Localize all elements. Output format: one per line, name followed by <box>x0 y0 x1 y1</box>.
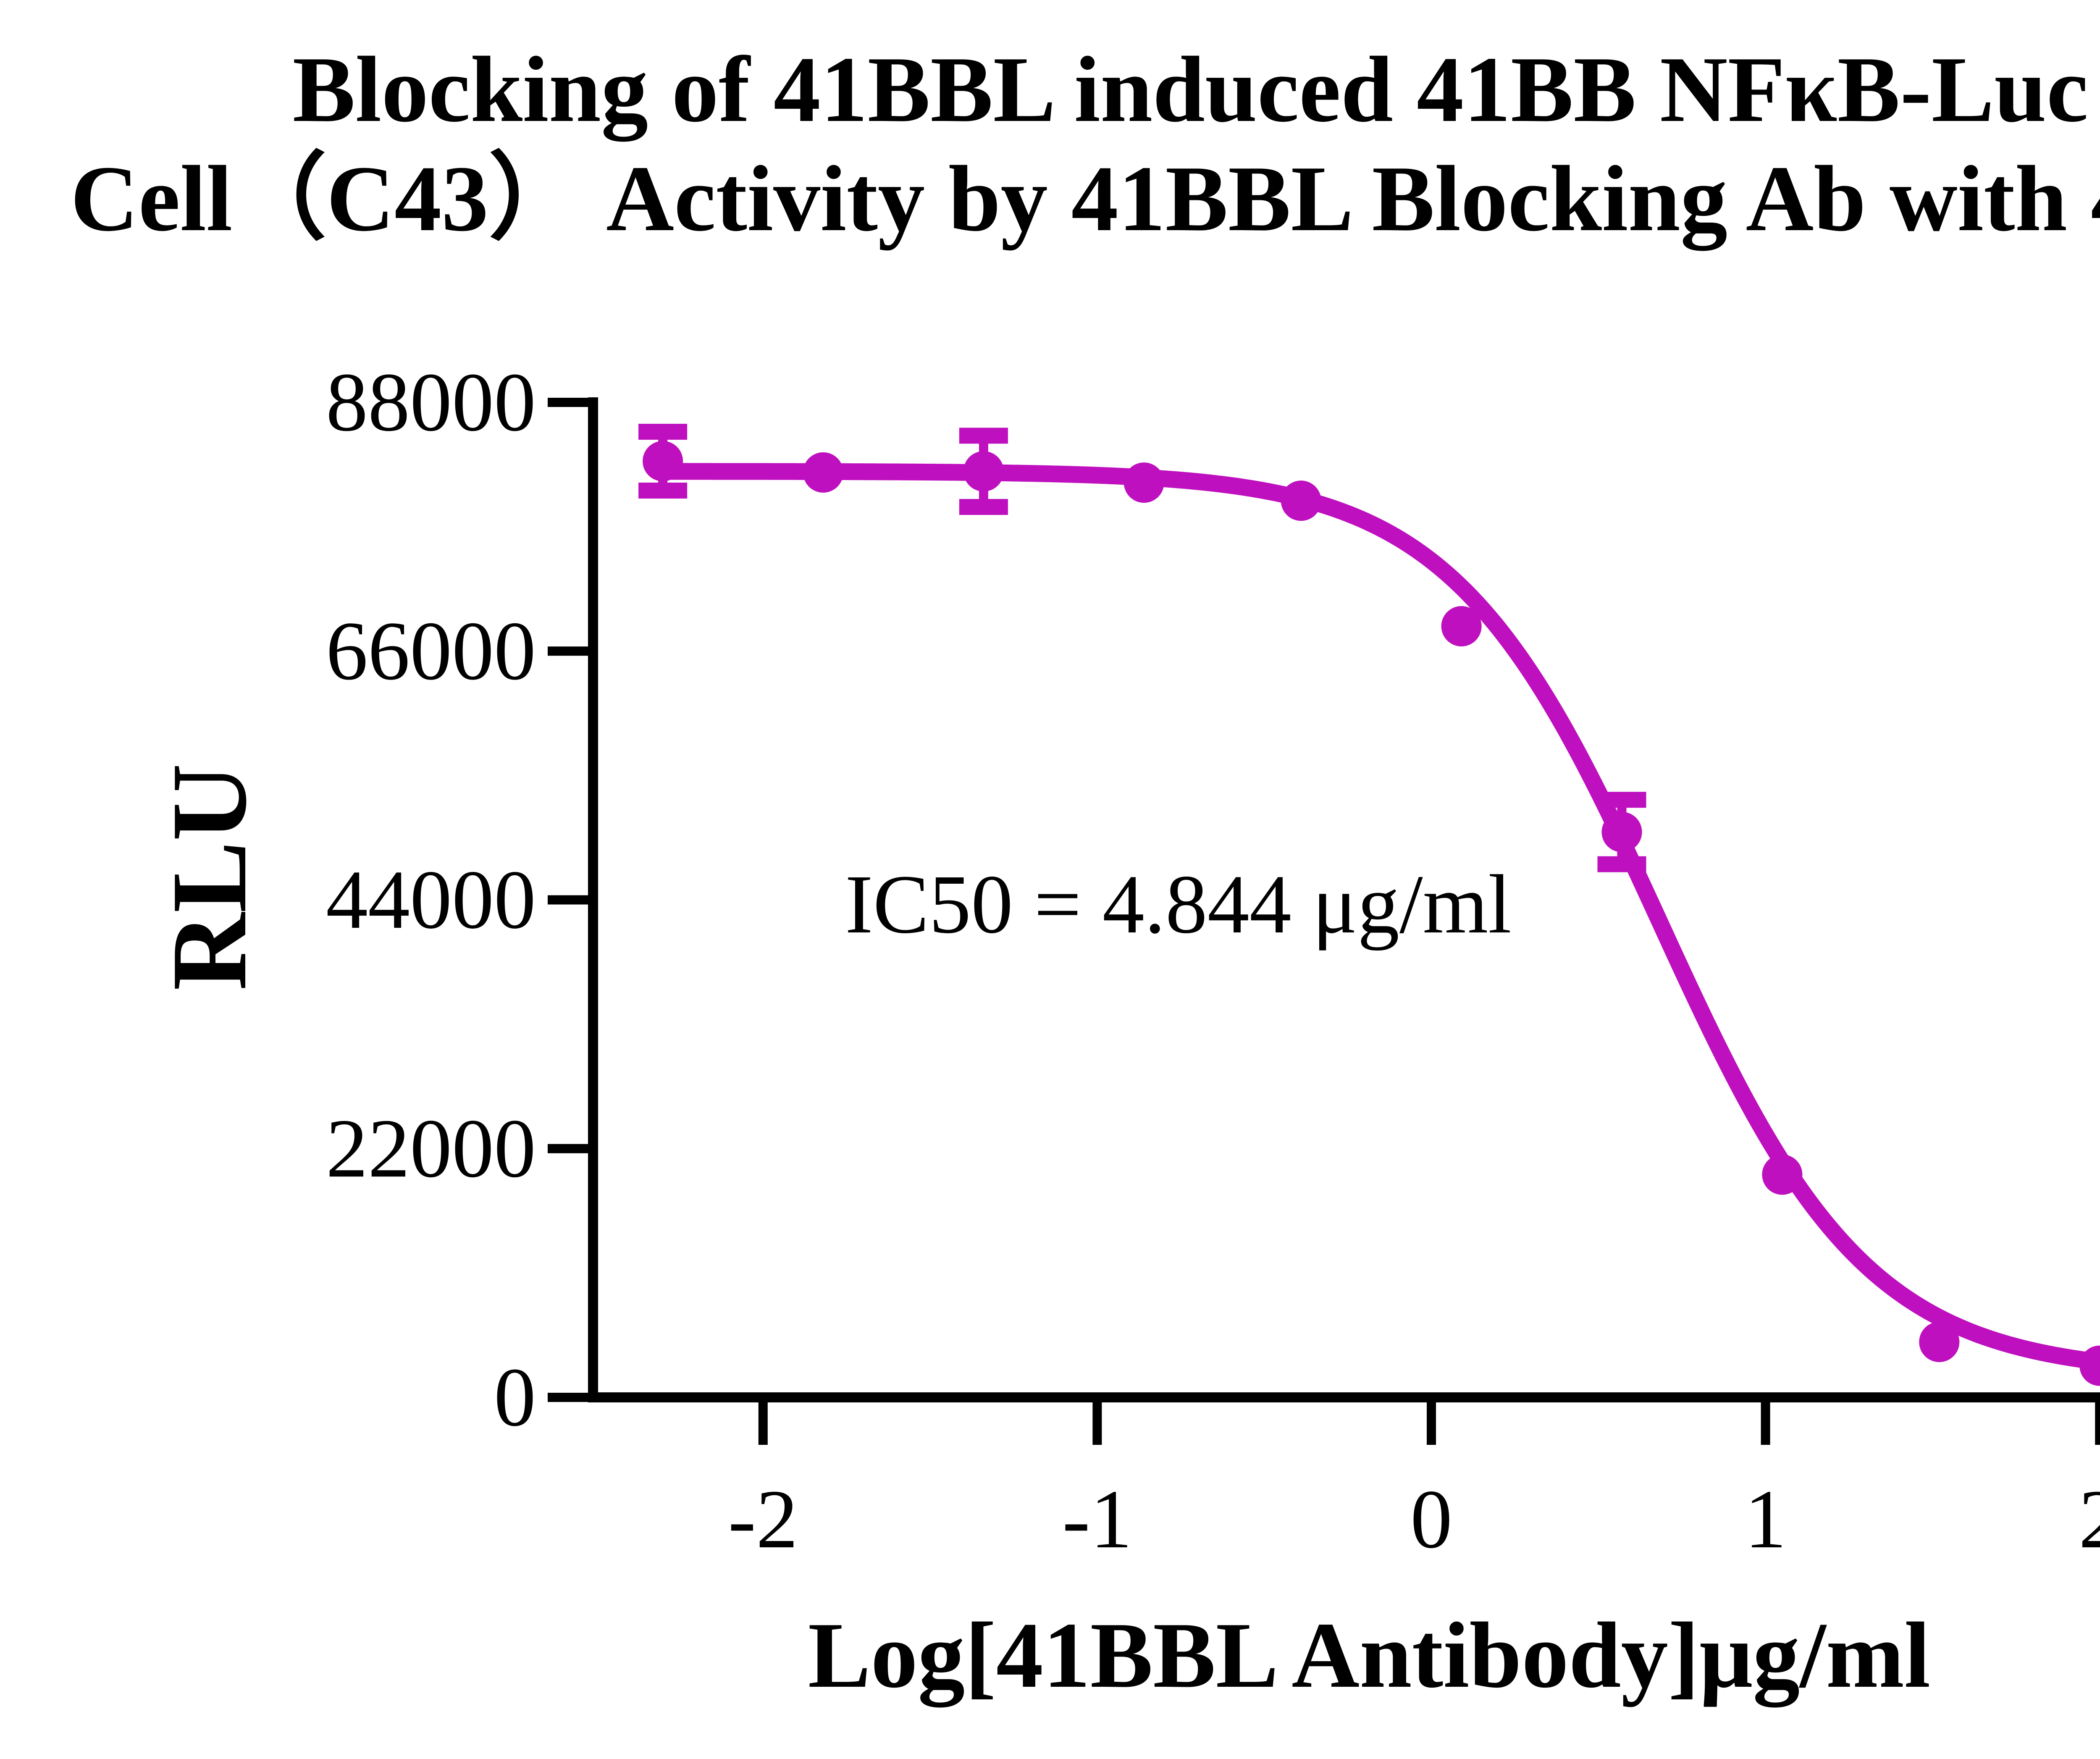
data-point <box>643 441 683 481</box>
y-tick-label: 22000 <box>326 1102 536 1195</box>
x-axis-title: Log[41BBL Antibody]μg/ml <box>808 1603 1930 1708</box>
x-tick-label: 0 <box>1410 1473 1452 1566</box>
y-tick-label: 0 <box>494 1351 536 1444</box>
chart-title-line2: Cell（C43） Activity by 41BBL Blocking Ab … <box>70 147 2100 252</box>
y-tick-label: 44000 <box>326 853 536 946</box>
data-point <box>1281 480 1321 521</box>
data-point <box>1762 1154 1803 1195</box>
data-point <box>1919 1322 1960 1363</box>
data-point <box>1124 462 1164 503</box>
data-point <box>803 452 844 493</box>
x-tick-label: -2 <box>728 1473 798 1566</box>
y-axis-title: RLU <box>150 764 269 991</box>
y-tick-label: 66000 <box>326 605 536 698</box>
chart-axes: 0 22000 44000 66000 88000 -2 -1 0 1 2 <box>326 356 2100 1566</box>
x-tick-label: 2 <box>2079 1473 2100 1566</box>
x-tick-label: 1 <box>1745 1473 1787 1566</box>
chart-title-line1: Blocking of 41BBL induced 41BB NFκB-Luc … <box>292 39 2100 143</box>
chart-plot <box>638 423 2100 1386</box>
data-point <box>1441 606 1482 647</box>
ic50-annotation: IC50 = 4.844 μg/ml <box>845 858 1512 951</box>
y-tick-label: 88000 <box>326 356 536 449</box>
data-point <box>963 451 1004 492</box>
chart-title: Blocking of 41BBL induced 41BB NFκB-Luc … <box>0 37 2100 255</box>
data-point <box>1601 811 1642 852</box>
x-tick-label: -1 <box>1062 1473 1132 1566</box>
dose-response-curve <box>652 463 2100 1370</box>
data-point <box>2079 1345 2100 1386</box>
